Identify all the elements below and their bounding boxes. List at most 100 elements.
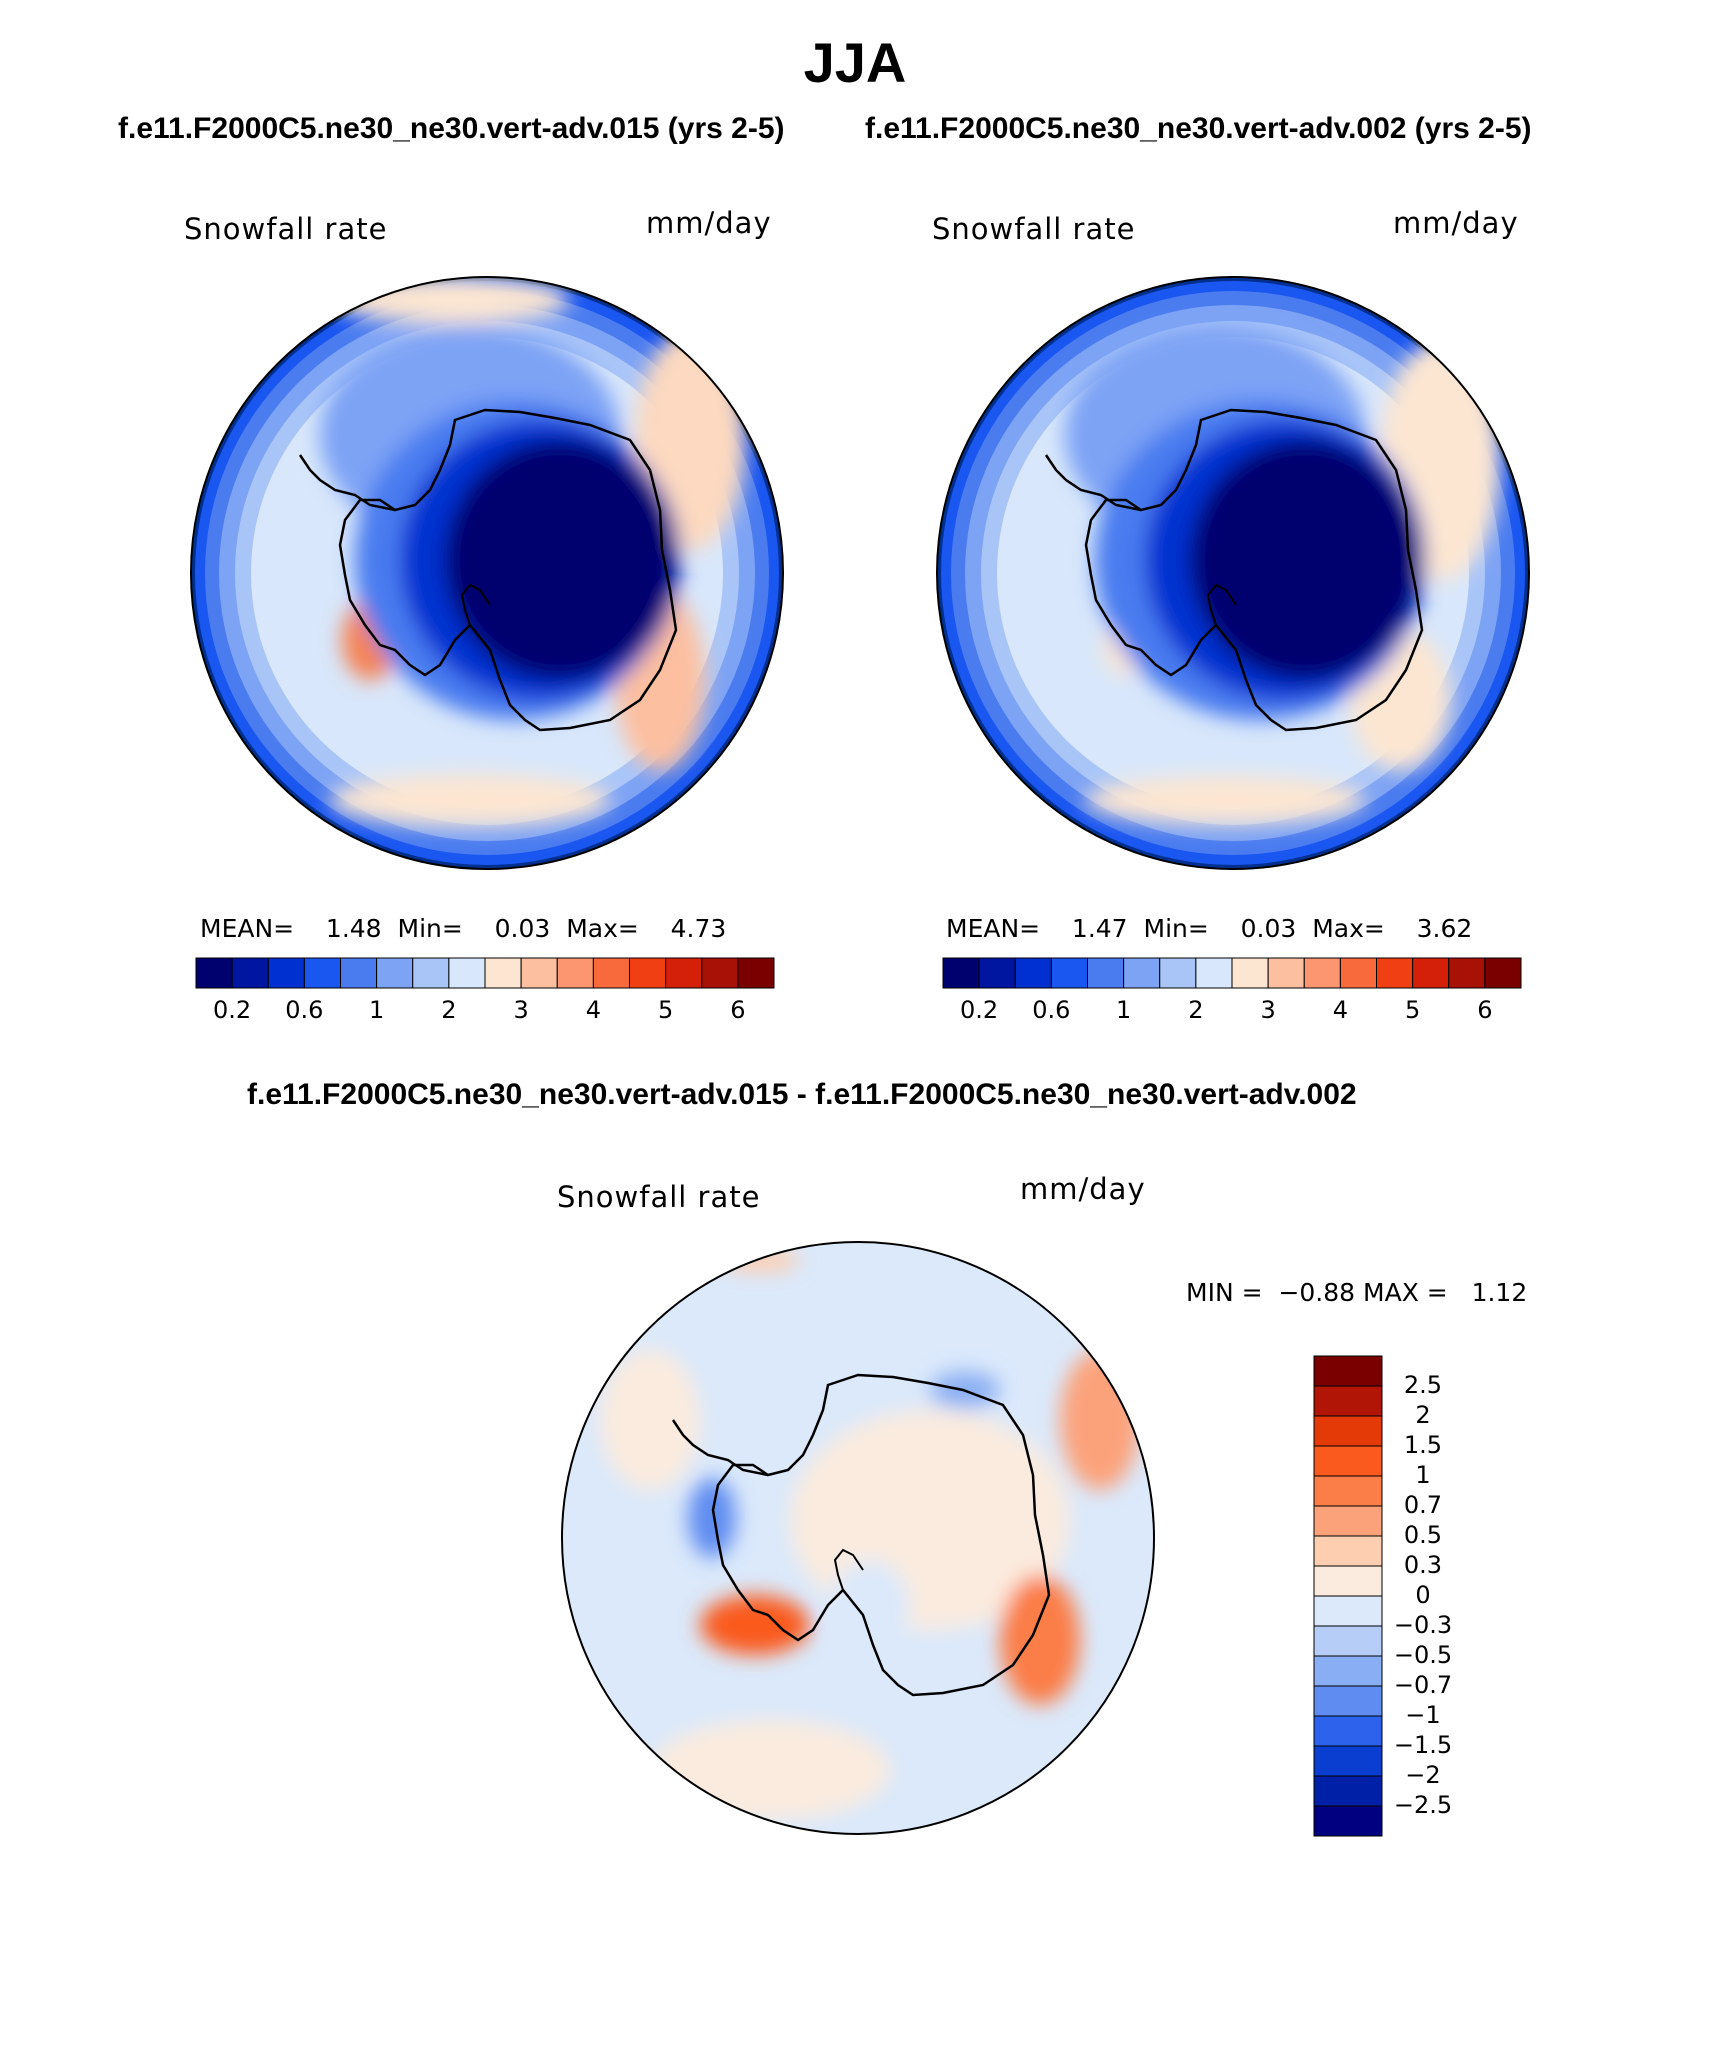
colorbar-swatch bbox=[737, 957, 775, 989]
colorbar-tick-label: −1.5 bbox=[1393, 1731, 1453, 1759]
colorbar-tick-label: −0.7 bbox=[1393, 1671, 1453, 1699]
colorbar-swatch bbox=[1267, 957, 1305, 989]
colorbar-tick-label: 6 bbox=[730, 996, 746, 1024]
colorbar-swatch bbox=[1484, 957, 1522, 989]
colorbar-tick-label: −1 bbox=[1405, 1701, 1441, 1729]
colorbar-tick-label: 1 bbox=[1115, 996, 1132, 1024]
colorbar-swatch bbox=[1339, 957, 1377, 989]
colorbar-tick-label: 1 bbox=[1415, 1461, 1431, 1489]
colorbar-swatch bbox=[665, 957, 703, 989]
colorbar-swatch bbox=[1376, 957, 1414, 989]
colorbar-tick-label: 5 bbox=[657, 996, 674, 1024]
case1-title: f.e11.F2000C5.ne30_ne30.vert-adv.015 (yr… bbox=[118, 112, 785, 145]
colorbar-tick-label: 2 bbox=[1188, 996, 1204, 1024]
colorbar-swatch bbox=[1313, 1565, 1383, 1597]
colorbar-tick-label: 3 bbox=[513, 996, 529, 1024]
max-value: 4.73 bbox=[670, 914, 727, 943]
mean-value: 1.48 bbox=[325, 914, 382, 943]
colorbar-swatch bbox=[1159, 957, 1197, 989]
colorbar-swatch bbox=[1050, 957, 1088, 989]
colorbar-swatch bbox=[1195, 957, 1233, 989]
colorbar-swatch bbox=[1303, 957, 1341, 989]
colorbar-tick-label: 0.3 bbox=[1403, 1551, 1443, 1579]
colorbar-tick-label: −0.5 bbox=[1393, 1641, 1453, 1669]
min-value: −0.88 bbox=[1278, 1278, 1356, 1307]
colorbar-swatch bbox=[629, 957, 667, 989]
colorbar-tick-label: 0.7 bbox=[1403, 1491, 1443, 1519]
colorbar-swatch bbox=[1123, 957, 1161, 989]
colorbar-tick-label: 1 bbox=[368, 996, 385, 1024]
colorbar-swatch bbox=[1313, 1685, 1383, 1717]
colorbar-swatch bbox=[1313, 1745, 1383, 1777]
difference-coastline bbox=[711, 1373, 1051, 1697]
min-value: 0.03 bbox=[494, 914, 551, 943]
colorbar-swatch bbox=[231, 957, 269, 989]
colorbar-swatch bbox=[1313, 1355, 1383, 1387]
case1-coastline bbox=[338, 408, 678, 732]
max-label: MAX = bbox=[1363, 1278, 1448, 1307]
colorbar-swatch bbox=[1313, 1445, 1383, 1477]
colorbar-swatch bbox=[412, 957, 450, 989]
colorbar-tick-label: 4 bbox=[585, 996, 602, 1024]
mean-label: MEAN= bbox=[946, 914, 1041, 943]
diff-title: f.e11.F2000C5.ne30_ne30.vert-adv.015 - f… bbox=[247, 1078, 1357, 1111]
colorbar-swatch bbox=[1313, 1805, 1383, 1837]
max-value: 3.62 bbox=[1416, 914, 1473, 943]
case1-stats: MEAN= 1.48 Min= 0.03 Max= 4.73 bbox=[200, 914, 726, 943]
colorbar-tick-label: 0.5 bbox=[1403, 1521, 1443, 1549]
colorbar-tick-label: 0.2 bbox=[960, 996, 999, 1024]
case2-stats: MEAN= 1.47 Min= 0.03 Max= 3.62 bbox=[946, 914, 1472, 943]
max-label: Max= bbox=[566, 914, 639, 943]
colorbar-swatch bbox=[701, 957, 739, 989]
colorbar-swatch bbox=[340, 957, 378, 989]
max-value: 1.12 bbox=[1471, 1278, 1528, 1307]
colorbar-tick-label: 0.6 bbox=[285, 996, 324, 1024]
colorbar-swatch bbox=[303, 957, 341, 989]
colorbar-tick-label: 2 bbox=[1415, 1401, 1431, 1429]
colorbar-swatch bbox=[484, 957, 522, 989]
colorbar-tick-label: −0.3 bbox=[1393, 1611, 1453, 1639]
colorbar-tick-label: 1.5 bbox=[1403, 1431, 1443, 1459]
max-label: Max= bbox=[1312, 914, 1385, 943]
colorbar-swatch bbox=[1231, 957, 1269, 989]
mean-label: MEAN= bbox=[200, 914, 295, 943]
colorbar-swatch bbox=[942, 957, 980, 989]
case2-variable-label: Snowfall rate bbox=[932, 212, 1136, 246]
colorbar-swatch bbox=[978, 957, 1016, 989]
case2-colorbar bbox=[942, 957, 1522, 989]
min-label: Min= bbox=[397, 914, 463, 943]
colorbar-tick-label: 0.2 bbox=[213, 996, 252, 1024]
mean-value: 1.47 bbox=[1071, 914, 1128, 943]
min-label: Min= bbox=[1143, 914, 1209, 943]
difference-colorbar bbox=[1313, 1355, 1383, 1837]
case2-title: f.e11.F2000C5.ne30_ne30.vert-adv.002 (yr… bbox=[865, 112, 1532, 145]
case2-map bbox=[936, 276, 1530, 870]
difference-stats: MIN = −0.88 MAX = 1.12 bbox=[1186, 1278, 1527, 1307]
colorbar-swatch bbox=[1313, 1655, 1383, 1687]
colorbar-swatch bbox=[376, 957, 414, 989]
colorbar-tick-label: −2.5 bbox=[1393, 1791, 1453, 1819]
colorbar-swatch bbox=[267, 957, 305, 989]
colorbar-swatch bbox=[1313, 1715, 1383, 1747]
figure-title: JJA bbox=[803, 31, 907, 94]
difference-map bbox=[561, 1241, 1155, 1835]
colorbar-tick-label: 0.6 bbox=[1032, 996, 1071, 1024]
colorbar-tick-label: 6 bbox=[1477, 996, 1493, 1024]
colorbar-tick-label: 3 bbox=[1260, 996, 1276, 1024]
diff-units-label: mm/day bbox=[1020, 1172, 1146, 1206]
colorbar-swatch bbox=[1412, 957, 1450, 989]
colorbar-swatch bbox=[556, 957, 594, 989]
colorbar-swatch bbox=[448, 957, 486, 989]
case1-variable-label: Snowfall rate bbox=[184, 212, 388, 246]
case2-units-label: mm/day bbox=[1393, 206, 1519, 240]
colorbar-swatch bbox=[1313, 1475, 1383, 1507]
colorbar-swatch bbox=[1087, 957, 1125, 989]
colorbar-tick-label: −2 bbox=[1405, 1761, 1441, 1789]
colorbar-swatch bbox=[520, 957, 558, 989]
colorbar-swatch bbox=[1014, 957, 1052, 989]
case1-map bbox=[190, 276, 784, 870]
colorbar-tick-label: 2.5 bbox=[1403, 1371, 1443, 1399]
colorbar-swatch bbox=[1313, 1415, 1383, 1447]
colorbar-tick-label: 4 bbox=[1332, 996, 1349, 1024]
